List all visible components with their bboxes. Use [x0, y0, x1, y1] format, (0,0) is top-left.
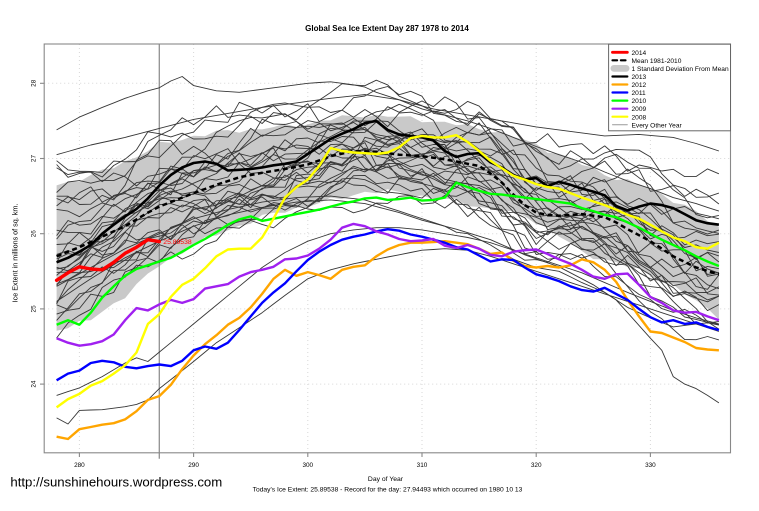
svg-text:http://sunshinehours.wordpress: http://sunshinehours.wordpress.com	[10, 474, 222, 489]
svg-text:2011: 2011	[632, 90, 647, 97]
svg-text:280: 280	[74, 462, 85, 469]
svg-text:Day of Year: Day of Year	[368, 476, 404, 483]
svg-text:1 Standard Deviation From Mean: 1 Standard Deviation From Mean	[632, 66, 729, 73]
svg-text:Every Other Year: Every Other Year	[632, 122, 683, 129]
svg-text:2013: 2013	[632, 74, 647, 81]
svg-text:Mean 1981-2010: Mean 1981-2010	[632, 58, 682, 65]
svg-text:2009: 2009	[632, 106, 647, 113]
svg-text:Ice Extent in millions of sq.: Ice Extent in millions of sq. km.	[11, 204, 20, 303]
svg-text:290: 290	[188, 462, 199, 469]
svg-text:2008: 2008	[632, 114, 647, 121]
svg-text:2014: 2014	[632, 50, 647, 57]
svg-text:28: 28	[30, 79, 37, 87]
svg-text:310: 310	[417, 462, 428, 469]
svg-text:27: 27	[30, 155, 37, 163]
svg-text:320: 320	[531, 462, 542, 469]
svg-text:2012: 2012	[632, 82, 647, 89]
svg-text:25: 25	[30, 305, 37, 313]
svg-text:2010: 2010	[632, 98, 647, 105]
svg-text:300: 300	[302, 462, 313, 469]
svg-text:Global Sea Ice Extent Day 287: Global Sea Ice Extent Day 287 1978 to 20…	[305, 24, 469, 33]
svg-text:26: 26	[30, 230, 37, 238]
svg-text:24: 24	[30, 380, 37, 388]
svg-text:Today's Ice Extent: 25.89538: Today's Ice Extent: 25.89538 - Record fo…	[253, 487, 523, 494]
svg-text:330: 330	[645, 462, 656, 469]
svg-text:25.89538: 25.89538	[163, 239, 192, 246]
